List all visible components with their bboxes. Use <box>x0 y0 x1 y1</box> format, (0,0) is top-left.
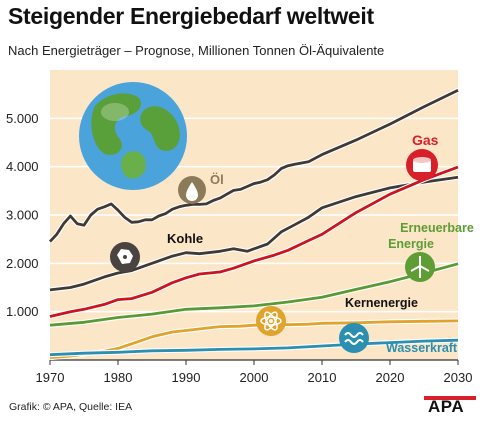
source-note: Grafik: © APA, Quelle: IEA <box>9 401 133 413</box>
x-tick-label: 1970 <box>36 370 65 385</box>
series-line <box>49 338 459 357</box>
y-tick-label: 4.000 <box>6 159 39 174</box>
apa-logo: APA <box>424 396 476 418</box>
wind-turbine-icon <box>405 252 435 282</box>
axis-labels: 1.000 2.000 3.000 4.000 5.000 1970 1980 1990 200… <box>6 111 472 385</box>
series-line <box>49 165 459 318</box>
water-wave-icon <box>339 323 369 353</box>
y-tick-label: 3.000 <box>6 208 39 223</box>
series-label-oil: Öl <box>210 172 224 187</box>
x-tick-label: 1990 <box>172 370 201 385</box>
series-label-coal: Kohle <box>167 231 203 246</box>
x-tick-label: 2030 <box>444 370 473 385</box>
chart-subtitle: Nach Energieträger – Prognose, Millionen… <box>8 43 385 58</box>
y-tick-label: 1.000 <box>6 304 39 319</box>
x-tick-label: 2000 <box>240 370 269 385</box>
series-lines <box>48 88 460 361</box>
oil-drop-icon <box>178 176 206 204</box>
x-tick-label: 2010 <box>308 370 337 385</box>
x-tick-label: 1980 <box>104 370 133 385</box>
logo-bar <box>424 396 476 400</box>
series-line <box>48 89 459 243</box>
globe-icon <box>79 82 187 190</box>
y-tick-label: 2.000 <box>6 256 39 271</box>
y-tick-label: 5.000 <box>6 111 39 126</box>
series-label-gas: Gas <box>412 132 439 148</box>
gas-tank-icon <box>406 149 438 181</box>
series-label-nuclear: Kernenergie <box>345 296 418 310</box>
x-tick-label: 2020 <box>376 370 405 385</box>
series-line <box>49 262 459 327</box>
series-label-renewables-2: Energie <box>388 237 434 251</box>
series-label-hydro: Wasserkraft <box>386 341 458 355</box>
chart-title: Steigender Energiebedarf weltweit <box>8 3 374 29</box>
series-label-renewables-1: Erneuerbare <box>400 221 474 235</box>
logo-text: APA <box>428 397 465 416</box>
coal-icon <box>110 242 140 272</box>
series-line <box>49 175 459 292</box>
atom-icon <box>256 306 286 336</box>
